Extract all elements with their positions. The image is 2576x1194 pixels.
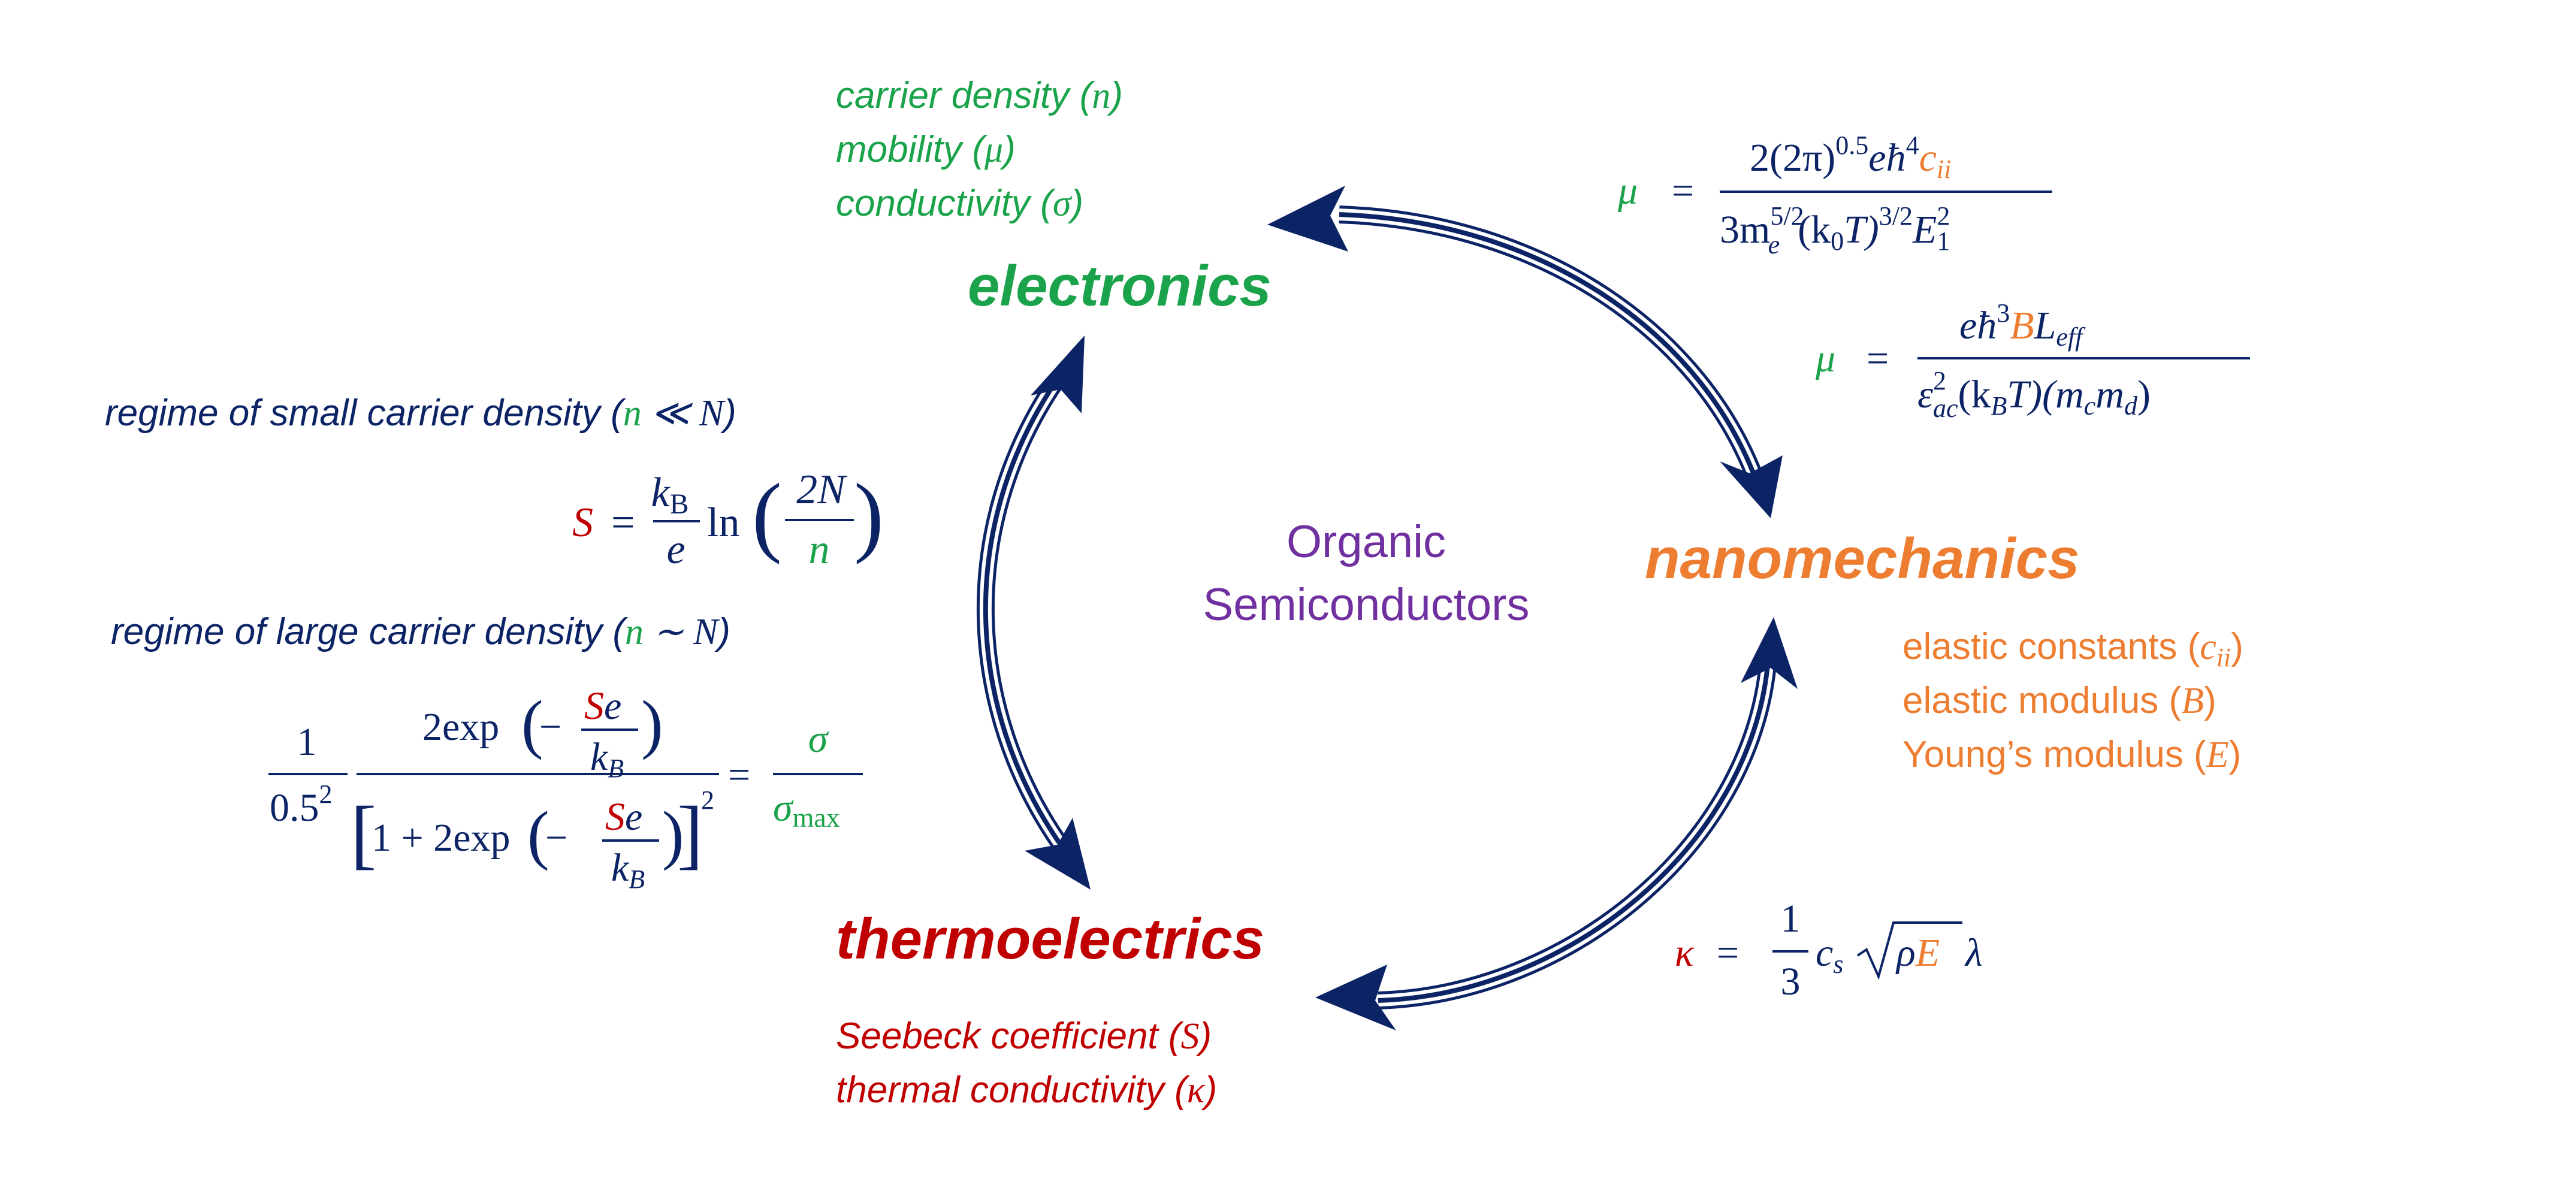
mobility-deformation-equation-2: μ = eħ3BLeff ε2 ac(kBT)(mcmd) <box>1815 298 2250 423</box>
svg-text:μ: μ <box>1617 169 1638 213</box>
svg-text:3m5/2e(k0T)3/2E12: 3m5/2 e (k0T)3/2E12 <box>1720 201 1950 259</box>
svg-text:Se: Se <box>584 684 621 728</box>
svg-text:0.52: 0.52 <box>270 779 333 830</box>
left-equations: regime of small carrier density (n ≪ N) … <box>105 392 884 894</box>
arrow-electronics-nanomechanics <box>1267 186 1783 518</box>
svg-text:]: ] <box>677 791 703 877</box>
svg-text:): ) <box>662 798 684 871</box>
arrow-nanomechanics-thermoelectrics <box>1315 617 1798 1030</box>
large-regime-label: regime of large carrier density (n ∼ N) <box>111 611 730 652</box>
prop-carrier-density: carrier density (n) <box>836 75 1123 116</box>
thermal-conductivity-equation: κ = 1 3 cs ρE λ <box>1675 897 1983 1003</box>
prop-conductivity: conductivity (σ) <box>836 183 1083 224</box>
node-electronics: carrier density (n) mobility (μ) conduct… <box>836 75 1272 318</box>
seebeck-small-equation: S = kB e ln ( 2N n ) <box>572 465 884 573</box>
svg-text:kB: kB <box>590 735 624 783</box>
thermoelectrics-title: thermoelectrics <box>836 907 1264 971</box>
center-line-1: Organic <box>1287 516 1446 567</box>
svg-text:=: = <box>1672 169 1694 213</box>
svg-text:cs: cs <box>1816 931 1843 979</box>
prop-elastic-modulus: elastic modulus (B) <box>1902 680 2216 721</box>
cycle-arrows <box>977 186 1798 1030</box>
svg-text:3: 3 <box>1781 960 1801 1003</box>
svg-text:eħ3BLeff: eħ3BLeff <box>1959 298 2086 352</box>
svg-text:=: = <box>728 753 750 797</box>
svg-text:ρE: ρE <box>1895 931 1940 975</box>
nanomechanics-properties: elastic constants (cii) elastic modulus … <box>1902 626 2243 775</box>
svg-text:σmax: σmax <box>773 786 840 833</box>
electronics-title: electronics <box>968 254 1272 318</box>
node-thermoelectrics: thermoelectrics Seebeck coefficient (S) … <box>836 907 1264 1111</box>
svg-text:): ) <box>854 465 884 565</box>
prop-mobility: mobility (μ) <box>836 129 1016 170</box>
svg-text:1: 1 <box>1781 897 1801 941</box>
svg-text:=: = <box>1717 931 1739 975</box>
svg-text:): ) <box>641 687 663 760</box>
thermoelectrics-properties: Seebeck coefficient (S) thermal conducti… <box>836 1015 1217 1111</box>
svg-text:−: − <box>539 705 561 749</box>
prop-seebeck: Seebeck coefficient (S) <box>836 1015 1212 1057</box>
svg-text:2N: 2N <box>796 467 847 513</box>
svg-text:=: = <box>611 500 635 546</box>
svg-text:2(2π)0.5eħ4cii: 2(2π)0.5eħ4cii <box>1750 131 1951 184</box>
electronics-properties: carrier density (n) mobility (μ) conduct… <box>836 75 1123 224</box>
svg-text:kB: kB <box>611 846 645 894</box>
svg-text:1 + 2exp: 1 + 2exp <box>372 816 511 860</box>
node-nanomechanics: nanomechanics elastic constants (cii) el… <box>1645 527 2243 775</box>
svg-text:μ: μ <box>1815 337 1835 380</box>
svg-text:Se: Se <box>605 795 642 839</box>
svg-text:2: 2 <box>701 785 714 815</box>
nanomechanics-title: nanomechanics <box>1645 527 2080 591</box>
prop-elastic-constants: elastic constants (cii) <box>1902 626 2243 672</box>
prop-youngs-modulus: Young’s modulus (E) <box>1902 734 2241 775</box>
svg-text:κ: κ <box>1675 931 1695 975</box>
svg-text:(: ( <box>752 465 782 565</box>
seebeck-large-equation: 1 0.52 2exp ( − Se kB ) [ 1 + 2exp ( − S… <box>268 684 863 894</box>
svg-text:kB: kB <box>651 470 688 520</box>
svg-text:−: − <box>545 816 567 860</box>
svg-text:1: 1 <box>297 720 317 764</box>
svg-text:(: ( <box>527 798 549 871</box>
center-label: Organic Semiconductors <box>1203 516 1530 630</box>
right-equations: μ = 2(2π)0.5eħ4cii 3m5/2 e (k0T)3/2E12 μ =… <box>1617 131 2250 1003</box>
prop-thermal-conductivity: thermal conductivity (κ) <box>836 1069 1217 1111</box>
svg-text:λ: λ <box>1964 931 1983 975</box>
svg-text:2exp: 2exp <box>422 705 499 749</box>
center-line-2: Semiconductors <box>1203 579 1530 630</box>
svg-text:e: e <box>666 527 685 573</box>
svg-text:σ: σ <box>808 717 829 761</box>
svg-text:=: = <box>1867 337 1889 380</box>
svg-text:ln: ln <box>707 500 739 546</box>
mobility-deformation-equation: μ = 2(2π)0.5eħ4cii 3m5/2 e (k0T)3/2E12 <box>1617 131 2052 259</box>
arrow-electronics-thermoelectrics <box>977 335 1091 890</box>
svg-text:n: n <box>809 527 830 573</box>
svg-text:(: ( <box>521 687 543 760</box>
svg-text:[: [ <box>351 791 376 877</box>
small-regime-label: regime of small carrier density (n ≪ N) <box>105 392 736 434</box>
svg-text:S: S <box>572 500 593 546</box>
